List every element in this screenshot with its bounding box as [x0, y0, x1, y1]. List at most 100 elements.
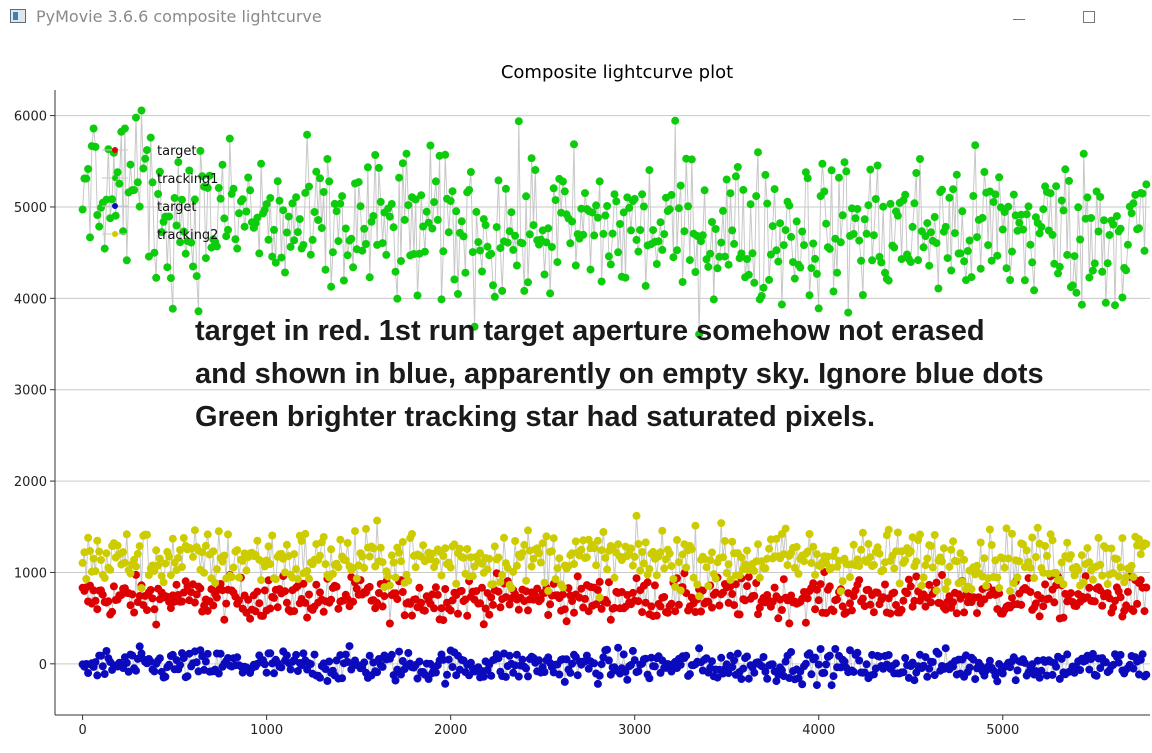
- data-point-tracking1: [1024, 202, 1033, 211]
- data-point-tracking2: [1059, 580, 1068, 589]
- data-point-tracking1: [592, 201, 601, 210]
- data-point-tracking1: [869, 231, 878, 240]
- data-point-target: [244, 595, 253, 604]
- data-point-target: [682, 651, 691, 660]
- data-point-tracking2: [660, 564, 669, 573]
- data-point-tracking1: [1015, 218, 1024, 227]
- data-point-tracking2: [292, 565, 301, 574]
- data-point-target: [345, 642, 354, 651]
- maximize-button[interactable]: [1066, 0, 1112, 34]
- data-point-tracking1: [174, 158, 183, 167]
- data-point-tracking2: [132, 562, 140, 571]
- data-point-tracking2: [691, 521, 700, 530]
- data-point-tracking2: [1033, 523, 1042, 532]
- data-point-tracking1: [428, 224, 437, 233]
- data-point-target: [814, 596, 823, 605]
- data-point-tracking1: [141, 154, 150, 163]
- data-point-target: [522, 664, 531, 673]
- legend[interactable]: target tracking1 target tracking2: [102, 144, 218, 243]
- data-point-tracking1: [1088, 266, 1097, 275]
- data-point-tracking2: [328, 569, 337, 578]
- data-point-tracking1: [115, 179, 124, 188]
- data-point-target: [993, 677, 1002, 686]
- data-point-target: [941, 644, 950, 653]
- data-point-tracking1: [393, 294, 402, 303]
- data-point-tracking2: [853, 555, 862, 564]
- title-bar: PyMovie 3.6.6 composite lightcurve: [0, 0, 1152, 34]
- data-point-tracking1: [86, 233, 94, 242]
- data-point-tracking2: [1015, 557, 1024, 566]
- data-point-tracking2: [1085, 558, 1094, 567]
- data-point-tracking2: [489, 580, 497, 589]
- data-point-tracking2: [91, 567, 100, 576]
- data-point-tracking2: [836, 587, 845, 596]
- data-point-tracking1: [1090, 259, 1099, 268]
- data-point-target: [866, 600, 875, 609]
- data-point-target: [1090, 597, 1099, 606]
- data-point-target: [847, 606, 856, 615]
- data-point-target: [150, 667, 159, 676]
- data-point-tracking2: [849, 540, 858, 549]
- legend-label: target: [157, 200, 197, 215]
- data-point-target: [360, 658, 369, 667]
- data-point-target: [840, 657, 849, 666]
- data-point-target: [266, 604, 275, 613]
- data-point-target: [846, 646, 854, 655]
- data-point-tracking1: [770, 185, 779, 194]
- data-point-tracking1: [181, 249, 190, 258]
- data-point-tracking2: [728, 537, 737, 546]
- data-point-tracking1: [621, 273, 630, 282]
- data-point-tracking1: [478, 267, 486, 276]
- data-point-tracking2: [535, 549, 543, 558]
- y-tick-label: 0: [39, 658, 47, 673]
- data-point-tracking1: [308, 235, 317, 244]
- data-point-target: [319, 607, 328, 616]
- data-point-tracking1: [987, 256, 996, 265]
- data-point-tracking2: [1112, 555, 1121, 564]
- data-point-tracking1: [706, 249, 715, 258]
- minimize-button[interactable]: [996, 0, 1042, 34]
- data-point-tracking2: [351, 527, 359, 536]
- data-point-tracking2: [419, 541, 428, 550]
- data-point-target: [623, 675, 632, 684]
- data-point-tracking1: [608, 229, 617, 238]
- data-point-tracking2: [1098, 571, 1107, 580]
- data-point-target: [299, 579, 308, 588]
- data-point-tracking2: [652, 571, 661, 580]
- data-point-tracking2: [719, 553, 727, 562]
- lightcurve-chart[interactable]: Composite lightcurve plot 0 1000 2000 3000 4…: [0, 34, 1152, 753]
- data-point-target: [645, 674, 654, 683]
- data-point-tracking1: [544, 224, 553, 233]
- data-point-tracking1: [840, 158, 849, 167]
- data-point-tracking1: [216, 194, 225, 203]
- data-point-target: [1133, 599, 1142, 608]
- data-point-tracking1: [884, 276, 893, 285]
- data-point-target: [814, 660, 823, 669]
- data-point-tracking2: [893, 528, 902, 537]
- data-point-tracking1: [765, 275, 774, 284]
- data-point-tracking2: [518, 549, 527, 558]
- data-point-tracking1: [614, 248, 623, 257]
- data-point-tracking1: [877, 258, 886, 267]
- data-point-tracking1: [168, 304, 177, 313]
- data-point-tracking1: [430, 198, 439, 207]
- data-point-tracking1: [743, 255, 751, 263]
- data-point-target: [323, 677, 332, 685]
- data-point-target: [925, 664, 934, 673]
- data-point-tracking1: [1070, 252, 1079, 261]
- data-point-tracking1: [581, 189, 589, 198]
- data-point-target: [246, 614, 255, 623]
- data-point-tracking1: [146, 133, 155, 142]
- data-point-tracking2: [102, 549, 111, 558]
- data-point-tracking2: [755, 573, 764, 582]
- data-point-target: [750, 591, 759, 600]
- data-point-tracking2: [439, 552, 448, 560]
- data-point-target: [102, 647, 111, 655]
- data-point-tracking1: [704, 262, 713, 271]
- data-point-tracking2: [956, 549, 965, 558]
- data-point-tracking2: [846, 573, 854, 582]
- data-point-tracking1: [833, 268, 842, 277]
- data-point-target: [656, 602, 665, 611]
- data-point-tracking1: [809, 239, 818, 248]
- data-point-tracking1: [886, 199, 895, 208]
